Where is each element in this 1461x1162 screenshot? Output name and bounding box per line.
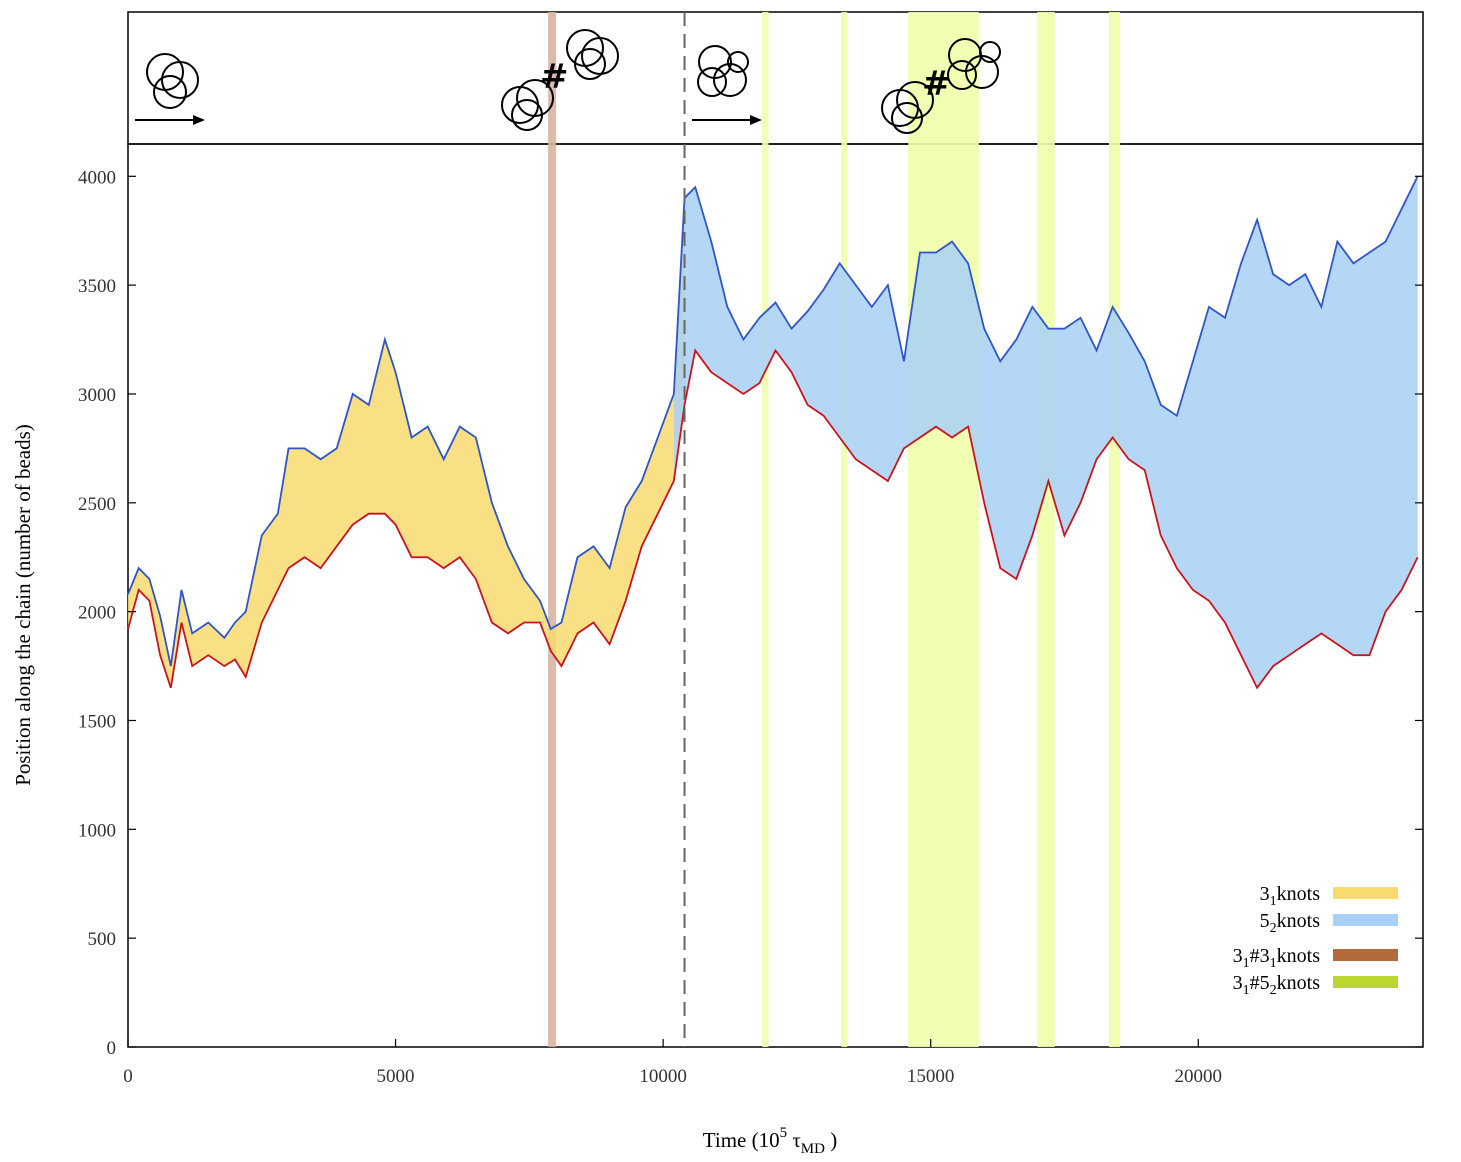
x-axis-label-sup: 5 xyxy=(780,1125,788,1141)
x-axis-label-sub: MD xyxy=(801,1141,825,1157)
legend-label-1: 52knots xyxy=(1260,910,1321,936)
x-tick-label: 5000 xyxy=(377,1066,415,1087)
x-axis-label-main: Time (10 xyxy=(703,1128,780,1152)
x-axis-label-close: ) xyxy=(825,1128,837,1152)
series-lines xyxy=(127,175,1419,690)
legend-label-0: 31knots xyxy=(1260,883,1321,909)
y-tick-label: 3000 xyxy=(78,385,116,406)
legend-swatch-0 xyxy=(1333,887,1398,899)
y-tick-label: 0 xyxy=(107,1038,117,1059)
connect-sum-symbol-1: # xyxy=(540,57,569,97)
highlight-band-0 xyxy=(548,12,557,1047)
y-tick-label: 2500 xyxy=(78,494,116,515)
top-panel-frame xyxy=(127,11,1424,145)
composite-knot-31-52-icon xyxy=(881,38,1001,134)
connect-sum-symbol-2: # xyxy=(922,64,951,104)
knot-diagram-panel xyxy=(127,11,1424,145)
y-axis: 0 500 1000 1500 2000 2500 3000 3500 4000 xyxy=(78,167,1423,1059)
y-tick-label: 3500 xyxy=(78,276,116,297)
series-line-1 xyxy=(127,348,1419,690)
highlight-band-4 xyxy=(1037,12,1055,1047)
composite-knot-31-31-icon xyxy=(501,29,619,131)
x-axis-label-unit: τ xyxy=(787,1128,801,1152)
direction-arrow-icon xyxy=(135,115,205,125)
legend-swatch-1 xyxy=(1333,914,1398,926)
legend-label-2: 31#31knots xyxy=(1233,945,1321,971)
x-axis: 0 5000 10000 15000 20000 xyxy=(123,1039,1222,1087)
knot-fill-areas xyxy=(128,176,1418,688)
y-tick-label: 4000 xyxy=(78,167,116,188)
x-tick-label: 15000 xyxy=(907,1066,955,1087)
legend-swatch-2 xyxy=(1333,949,1398,961)
y-tick-label: 2000 xyxy=(78,603,116,624)
legend-swatch-3 xyxy=(1333,976,1398,988)
x-tick-label: 20000 xyxy=(1174,1066,1222,1087)
x-tick-label: 0 xyxy=(123,1066,133,1087)
highlight-band-3 xyxy=(908,12,979,1047)
trefoil-knot-icon xyxy=(146,53,199,109)
highlight-band-5 xyxy=(1108,12,1121,1047)
y-tick-label: 500 xyxy=(88,929,117,950)
y-tick-label: 1000 xyxy=(78,820,116,841)
series-line-0 xyxy=(127,175,1419,667)
direction-arrow-icon-2 xyxy=(692,115,762,125)
legend-label-3: 31#52knots xyxy=(1233,972,1321,998)
area-31-knot xyxy=(128,198,685,688)
knot-52-icon xyxy=(697,45,749,97)
highlight-band-1 xyxy=(762,12,769,1047)
y-axis-label: Position along the chain (number of bead… xyxy=(11,424,35,786)
x-axis-label: Time (105 τMD ) xyxy=(703,1125,837,1157)
y-tick-label: 1500 xyxy=(78,711,116,732)
area-52-knot xyxy=(673,176,1418,688)
highlight-band-2 xyxy=(841,12,848,1047)
highlight-bands xyxy=(548,12,1121,1047)
x-tick-label: 10000 xyxy=(639,1066,687,1087)
